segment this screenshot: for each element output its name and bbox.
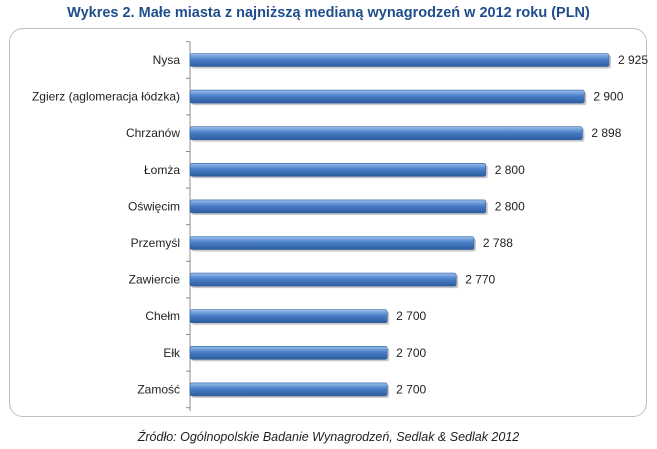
chart-title: Wykres 2. Małe miasta z najniższą median… (67, 5, 590, 21)
bar (189, 272, 457, 287)
category-label: Przemyśl (131, 236, 180, 250)
bar (189, 382, 388, 397)
value-label: 2 700 (396, 309, 426, 323)
bar (189, 126, 583, 140)
source-note: Źródło: Ogólnopolskie Badanie Wynagrodze… (137, 430, 520, 444)
category-label: Nysa (153, 53, 181, 67)
category-label: Ełk (163, 346, 181, 360)
bar (189, 163, 487, 177)
bar (189, 89, 585, 104)
category-label: Łomża (144, 163, 180, 177)
category-label: Oświęcim (128, 199, 180, 213)
bar (189, 236, 475, 250)
value-label: 2 898 (591, 126, 621, 140)
category-label: Zawiercie (129, 273, 181, 287)
bar (189, 199, 487, 214)
value-label: 2 800 (495, 163, 525, 177)
bar (189, 309, 388, 324)
category-label: Chrzanów (126, 126, 180, 140)
value-label: 2 800 (495, 199, 525, 213)
value-label: 2 788 (483, 236, 513, 250)
category-label: Zamość (137, 382, 180, 396)
value-label: 2 770 (465, 273, 495, 287)
value-label: 2 925 (618, 53, 648, 67)
category-label: Zgierz (aglomeracja łódzka) (32, 90, 180, 104)
value-label: 2 900 (593, 90, 623, 104)
bars-layer: Nysa 2 925 Zgierz (aglomeracja łódzka) 2 90… (32, 41, 648, 409)
category-label: Chełm (145, 309, 180, 323)
value-label: 2 700 (396, 346, 426, 360)
bar (189, 53, 610, 67)
value-label: 2 700 (396, 382, 426, 396)
bar (189, 345, 388, 360)
